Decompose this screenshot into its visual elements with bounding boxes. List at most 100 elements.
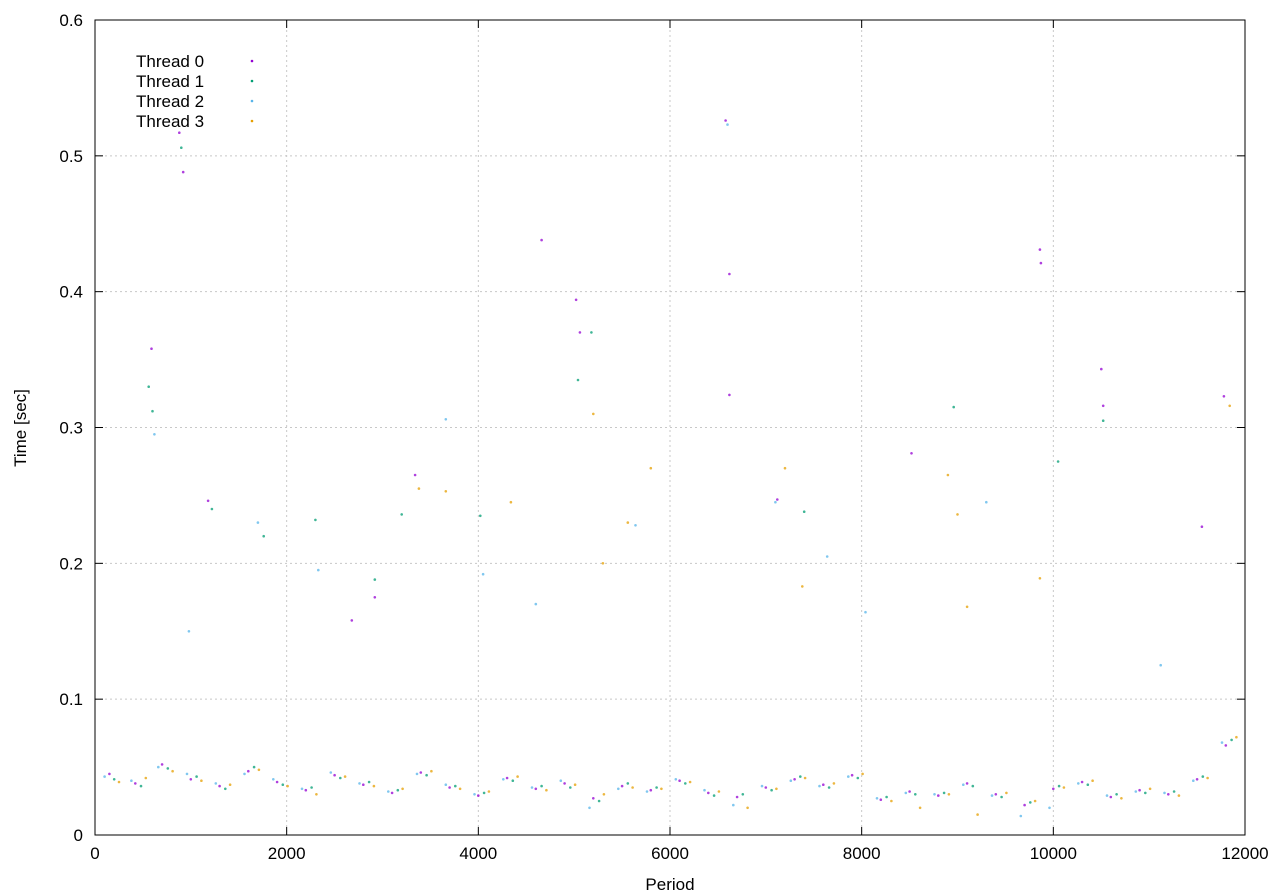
data-point [947, 793, 951, 796]
data-point [717, 790, 721, 793]
data-point [965, 605, 969, 609]
data-point [1115, 793, 1118, 796]
data-point [904, 791, 908, 795]
data-point [1019, 814, 1023, 818]
legend-marker [250, 99, 254, 103]
data-point [678, 779, 681, 782]
data-point [1177, 794, 1181, 797]
data-point [1163, 791, 1166, 795]
data-point [569, 786, 572, 789]
data-point [444, 490, 448, 493]
data-point [343, 775, 347, 778]
data-point [847, 775, 850, 778]
grid-lines [95, 20, 1245, 835]
data-point [1134, 790, 1138, 793]
data-point [281, 783, 285, 786]
data-point [189, 778, 193, 781]
data-point [481, 572, 485, 576]
data-point [1192, 779, 1195, 782]
data-point [801, 585, 804, 588]
data-point [243, 772, 246, 776]
data-point [401, 787, 404, 791]
data-point [885, 795, 888, 799]
data-point [1172, 790, 1176, 793]
data-point [419, 771, 423, 774]
data-point [746, 806, 749, 810]
data-point [712, 794, 716, 797]
data-point [574, 298, 578, 302]
data-point [1200, 525, 1204, 528]
data-point [511, 779, 515, 782]
data-point [540, 238, 543, 242]
y-tick-label: 0.5 [59, 147, 83, 166]
data-point [1077, 782, 1080, 785]
data-point [373, 578, 377, 581]
data-point [372, 784, 376, 788]
data-point [590, 331, 593, 334]
data-point [655, 786, 658, 789]
data-point [454, 784, 457, 788]
data-point [171, 769, 174, 773]
data-point [112, 778, 116, 781]
data-point [559, 779, 563, 782]
data-point [601, 562, 605, 565]
data-point [396, 788, 400, 792]
data-point [458, 787, 462, 791]
data-point [933, 793, 936, 796]
data-point [626, 782, 630, 785]
data-point [166, 767, 170, 770]
data-point [890, 799, 893, 803]
data-point [875, 797, 879, 800]
data-point [1144, 791, 1147, 795]
data-point [879, 798, 883, 801]
series-thread-2 [103, 123, 1224, 818]
data-point [910, 452, 913, 455]
data-point [735, 795, 739, 799]
data-point [1000, 795, 1003, 799]
series-thread-1 [112, 146, 1233, 804]
data-point [937, 794, 940, 797]
data-point [728, 393, 731, 397]
data-point [660, 787, 663, 791]
data-point [304, 788, 308, 792]
data-point [620, 784, 624, 788]
data-point [1101, 404, 1105, 408]
x-axis-label: Period [645, 875, 694, 894]
data-point [774, 500, 777, 504]
data-point [153, 433, 156, 436]
data-point [130, 779, 133, 782]
series-thread-3 [117, 404, 1238, 816]
data-point [764, 786, 768, 789]
x-tick-label: 12000 [1221, 844, 1268, 863]
data-point [516, 775, 519, 778]
data-point [210, 507, 214, 511]
data-point [358, 782, 361, 785]
data-point [482, 791, 486, 795]
data-point [1228, 404, 1231, 408]
data-point [134, 782, 137, 785]
data-point [187, 630, 191, 633]
data-point [479, 514, 482, 518]
data-point [822, 783, 825, 786]
data-point [286, 784, 289, 788]
data-point [157, 765, 160, 769]
data-point [147, 385, 150, 389]
data-point [444, 783, 448, 786]
data-point [444, 418, 448, 421]
data-point [1138, 788, 1141, 792]
data-point [417, 487, 421, 490]
data-point [803, 776, 807, 780]
data-point [674, 778, 678, 781]
data-point [1023, 803, 1026, 807]
data-point [505, 776, 509, 780]
data-point [502, 778, 505, 781]
data-point [224, 787, 227, 791]
data-point [1195, 778, 1199, 781]
data-point [818, 784, 821, 788]
data-point [181, 170, 185, 174]
data-point [1159, 663, 1162, 667]
data-point [1048, 806, 1051, 810]
data-point [257, 768, 261, 772]
